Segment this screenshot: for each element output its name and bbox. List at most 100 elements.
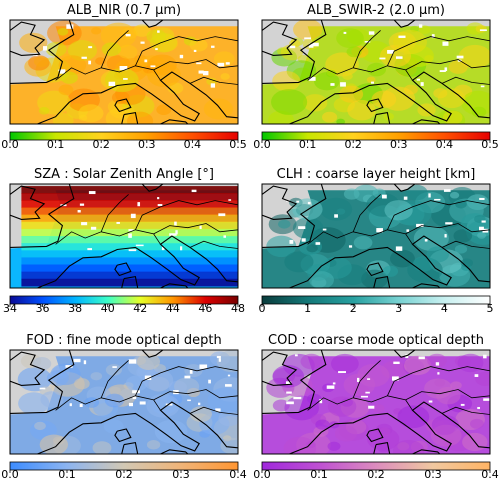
missing-data bbox=[370, 81, 374, 84]
colorbar-tick-label: 0.5 bbox=[229, 138, 247, 151]
missing-data bbox=[483, 354, 487, 359]
retrieval-patch bbox=[381, 86, 416, 111]
missing-data bbox=[43, 46, 48, 51]
retrieval-patch bbox=[45, 41, 67, 57]
missing-data bbox=[435, 362, 440, 366]
sza-band bbox=[21, 207, 238, 216]
missing-data bbox=[180, 246, 183, 251]
retrieval-patch bbox=[292, 217, 324, 240]
missing-data bbox=[225, 62, 230, 65]
colorbar-tick-label: 0.4 bbox=[481, 468, 499, 481]
missing-data bbox=[187, 399, 191, 402]
colorbar-tick-label: 0.4 bbox=[229, 468, 247, 481]
retrieval-patch bbox=[283, 436, 317, 454]
missing-data bbox=[307, 201, 311, 205]
missing-data bbox=[203, 71, 209, 76]
missing-data bbox=[286, 200, 289, 202]
retrieval-patch bbox=[92, 441, 112, 454]
retrieval-patch bbox=[39, 434, 68, 454]
missing-data bbox=[428, 193, 431, 198]
coastline bbox=[366, 428, 384, 443]
retrieval-patch bbox=[325, 69, 337, 78]
missing-data bbox=[128, 249, 137, 252]
coastline bbox=[393, 184, 416, 192]
retrieval-patch bbox=[272, 71, 301, 92]
retrieval-patch bbox=[330, 353, 359, 374]
coastline bbox=[262, 184, 490, 288]
missing-data bbox=[439, 70, 446, 73]
coastline bbox=[373, 441, 391, 454]
missing-data bbox=[428, 400, 433, 403]
missing-data bbox=[132, 396, 137, 399]
missing-data bbox=[293, 396, 302, 400]
colorbar-tick-label: 0.4 bbox=[184, 138, 202, 151]
retrieval-patch bbox=[404, 355, 432, 376]
country-border bbox=[100, 30, 129, 68]
country-border bbox=[387, 366, 490, 396]
missing-data bbox=[77, 210, 81, 213]
retrieval-patch bbox=[300, 353, 323, 370]
sza-band bbox=[21, 214, 238, 223]
retrieval-patch bbox=[189, 406, 212, 423]
coastline bbox=[10, 21, 46, 56]
country-border bbox=[153, 223, 238, 235]
missing-data bbox=[223, 235, 227, 238]
colorbar-tick-label: 42 bbox=[133, 302, 147, 315]
colorbar-tick-label: 0 bbox=[259, 302, 266, 315]
missing-data bbox=[150, 65, 156, 68]
retrieval-patch bbox=[470, 418, 484, 429]
missing-data bbox=[208, 379, 211, 384]
colorbar bbox=[261, 131, 491, 141]
missing-data bbox=[289, 45, 296, 49]
missing-data bbox=[456, 55, 464, 59]
sza-band bbox=[21, 257, 238, 266]
retrieval-patch bbox=[339, 85, 364, 103]
missing-data bbox=[65, 365, 73, 368]
panel-clh: CLH : coarse layer height [km] 0 1 2 3 4 5 bbox=[259, 167, 494, 315]
retrieval-patch bbox=[361, 269, 388, 288]
missing-data bbox=[479, 226, 484, 231]
retrieval-patch bbox=[280, 44, 304, 61]
missing-data bbox=[128, 233, 132, 238]
map-frame bbox=[261, 19, 491, 125]
missing-data bbox=[228, 199, 232, 201]
missing-data bbox=[132, 390, 140, 394]
missing-data bbox=[368, 405, 375, 409]
coastline bbox=[10, 20, 238, 124]
panel-alb-swir2: ALB_SWIR-2 (2.0 µm) 0.0 0.1 0.2 0.3 0.4 0.5 bbox=[253, 3, 499, 151]
retrieval-patch bbox=[342, 72, 353, 80]
missing-data bbox=[296, 200, 300, 203]
colorbar-tick-label: 0.2 bbox=[115, 468, 133, 481]
retrieval-patch bbox=[357, 363, 390, 387]
colorbar-tick-label: 48 bbox=[231, 302, 245, 315]
panel-title: ALB_SWIR-2 (2.0 µm) bbox=[307, 3, 445, 18]
retrieval-patch bbox=[203, 98, 234, 120]
map-frame bbox=[261, 349, 491, 455]
retrieval-patch bbox=[442, 110, 463, 124]
country-border bbox=[189, 76, 238, 85]
country-border bbox=[135, 366, 238, 396]
colorbar-tick-label: 0.1 bbox=[58, 468, 76, 481]
missing-data bbox=[88, 60, 92, 65]
retrieval-patch bbox=[382, 265, 399, 277]
coastline bbox=[141, 350, 164, 358]
coastline bbox=[160, 449, 189, 454]
map-frame bbox=[9, 349, 239, 455]
missing-data bbox=[477, 406, 481, 410]
missing-data bbox=[444, 67, 448, 72]
retrieval-patch bbox=[367, 62, 387, 77]
retrieval-patch bbox=[460, 258, 474, 268]
country-border bbox=[189, 240, 238, 249]
retrieval-patch bbox=[366, 76, 376, 83]
missing-data bbox=[481, 220, 486, 223]
retrieval-patch bbox=[147, 54, 177, 76]
missing-data bbox=[479, 29, 487, 32]
retrieval-patch bbox=[136, 353, 161, 370]
missing-data bbox=[196, 62, 202, 65]
missing-data bbox=[198, 402, 201, 406]
retrieval-patch bbox=[58, 55, 87, 76]
missing-data bbox=[83, 360, 87, 365]
panel-title: CLH : coarse layer height [km] bbox=[277, 167, 476, 182]
retrieval-patch bbox=[117, 44, 138, 59]
retrieval-patch bbox=[327, 396, 357, 417]
